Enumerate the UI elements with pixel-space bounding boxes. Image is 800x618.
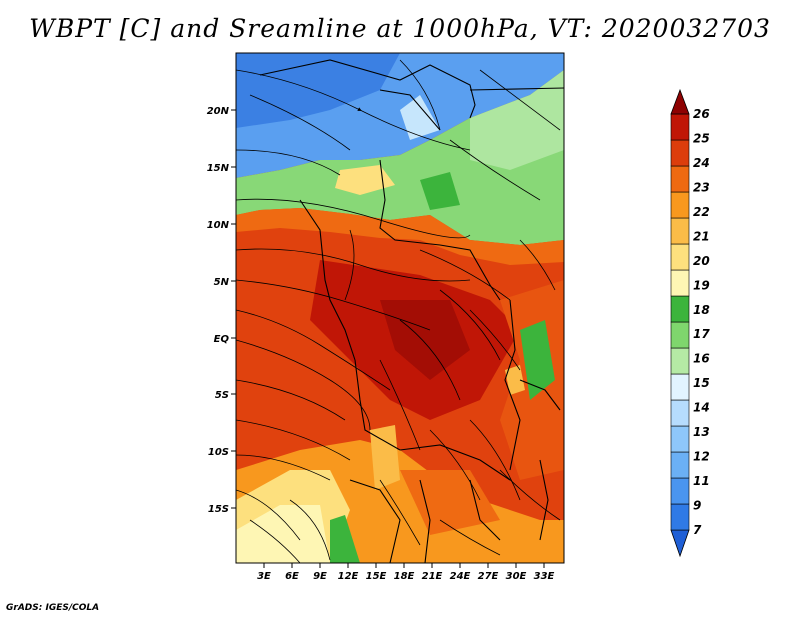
colorbar-segment [670, 503, 690, 531]
colorbar-segment [670, 113, 690, 141]
colorbar-segment [670, 139, 690, 167]
colorbar-label: 21 [693, 229, 710, 243]
colorbar-segment [670, 347, 690, 375]
lat-ticks [231, 109, 236, 509]
colorbar-segment [670, 269, 690, 297]
colorbar-label: 15 [693, 376, 710, 390]
lat-label-10s: 10S [208, 447, 229, 458]
lon-ticks [263, 563, 545, 568]
lon-label-33e: 33E [534, 571, 555, 582]
colorbar-label: 25 [693, 131, 710, 145]
colorbar-segment [670, 373, 690, 401]
colorbar-label: 7 [693, 523, 702, 537]
country-borders [259, 59, 564, 563]
colorbar-label: 17 [693, 327, 710, 341]
colorbar-label: 23 [693, 180, 710, 194]
colorbar-label: 14 [693, 401, 710, 415]
lon-label-9e: 9E [313, 571, 327, 582]
lat-labels: 20N 15N 10N 5N EQ 5S 10S 15S [207, 106, 230, 515]
colorbar-segment [670, 477, 690, 505]
lon-label-15e: 15E [366, 571, 387, 582]
colorbar-label: 24 [693, 156, 710, 170]
lon-label-27e: 27E [478, 571, 499, 582]
streamlines [236, 59, 561, 563]
colorbar-segment [670, 399, 690, 427]
colorbar-label: 13 [693, 425, 710, 439]
lon-label-30e: 30E [506, 571, 527, 582]
lat-label-15s: 15S [208, 504, 229, 515]
lon-label-6e: 6E [285, 571, 299, 582]
colorbar-label: 22 [693, 205, 710, 219]
colorbar-segment [670, 321, 690, 349]
map-title: WBPT [C] and Sreamline at 1000hPa, VT: 2… [29, 14, 771, 43]
colorbar-label: 26 [693, 107, 710, 121]
colorbar-segment [670, 191, 690, 219]
colorbar-label: 19 [693, 278, 710, 292]
footer-credit: GrADS: IGES/COLA [6, 603, 100, 613]
colorbar-segment [670, 425, 690, 453]
lon-label-21e: 21E [422, 571, 443, 582]
lat-label-eq: EQ [214, 334, 230, 345]
lat-label-5s: 5S [215, 390, 229, 401]
lat-label-20n: 20N [207, 106, 230, 117]
colorbar-high-arrow [670, 88, 690, 115]
colorbar-low-arrow [670, 529, 690, 558]
colorbar-segment [670, 165, 690, 193]
colorbar-segment [670, 243, 690, 271]
lat-label-15n: 15N [207, 163, 230, 174]
lat-label-10n: 10N [207, 220, 230, 231]
lat-label-5n: 5N [214, 277, 230, 288]
colorbar-segment [670, 451, 690, 479]
lon-label-18e: 18E [394, 571, 415, 582]
colorbar-label: 11 [693, 474, 710, 488]
lon-labels: 3E 6E 9E 12E 15E 18E 21E 24E 27E 30E 33E [257, 571, 554, 582]
colorbar-label: 9 [693, 499, 701, 513]
lon-label-3e: 3E [257, 571, 271, 582]
lon-label-24e: 24E [450, 571, 471, 582]
lon-label-12e: 12E [338, 571, 359, 582]
colorbar-label: 18 [693, 303, 710, 317]
colorbar-label: 20 [693, 254, 710, 268]
wbpt-field [236, 53, 564, 563]
colorbar: 7 9 11 12 13 14 15 16 17 18 19 20 21 22 23 24 25 26 [670, 88, 710, 558]
map-frame [235, 52, 565, 564]
colorbar-segment [670, 295, 690, 323]
colorbar-label: 12 [693, 450, 710, 464]
colorbar-label: 16 [693, 352, 710, 366]
colorbar-segment [670, 217, 690, 245]
